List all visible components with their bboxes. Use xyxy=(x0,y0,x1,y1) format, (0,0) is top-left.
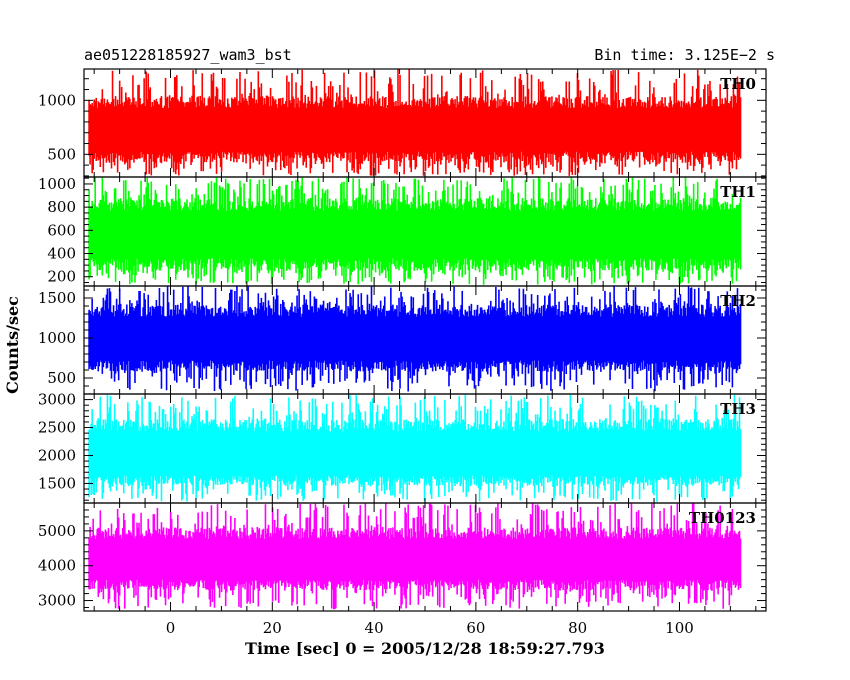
y-tick-label: 1000 xyxy=(38,329,76,347)
panel-label-th0: TH0 xyxy=(720,75,756,93)
panel-label-th2: TH2 xyxy=(720,292,756,310)
y-tick-label: 500 xyxy=(47,369,76,387)
panel-label-th3: TH3 xyxy=(720,400,756,418)
series-th3-core xyxy=(89,435,741,473)
y-tick-label: 1500 xyxy=(38,289,76,307)
x-axis: 0 20 40 60 80 100 xyxy=(166,619,694,637)
panel-th3: 1500 2000 2500 3000 TH3 xyxy=(38,391,767,504)
panel-th2: 500 1000 1500 TH2 xyxy=(38,285,767,395)
x-tick-label: 20 xyxy=(263,619,282,637)
series-th1-core xyxy=(89,214,741,255)
y-tick-label: 500 xyxy=(47,145,76,163)
y-tick-label: 2500 xyxy=(38,419,76,437)
x-axis-title: Time [sec] 0 = 2005/12/28 18:59:27.793 xyxy=(245,639,605,658)
y-tick-label: 4000 xyxy=(38,557,76,575)
y-tick-label: 800 xyxy=(47,198,76,216)
y-tick-label: 400 xyxy=(47,245,76,263)
y-tick-label: 5000 xyxy=(38,522,76,540)
y-tick-label: 3000 xyxy=(38,391,76,409)
y-tick-label: 3000 xyxy=(38,592,76,610)
y-tick-label: 1500 xyxy=(38,474,76,492)
x-tick-label: 60 xyxy=(466,619,485,637)
x-tick-label: 40 xyxy=(365,619,384,637)
x-tick-label: 100 xyxy=(665,619,694,637)
panel-label-th0123: TH0123 xyxy=(689,509,756,527)
observation-id: ae051228185927_wam3_bst xyxy=(84,46,292,64)
x-tick-label: 80 xyxy=(568,619,587,637)
series-th2-core xyxy=(89,320,741,358)
y-tick-label: 600 xyxy=(47,221,76,239)
panel-label-th1: TH1 xyxy=(720,183,756,201)
y-axis-title: Counts/sec xyxy=(3,296,22,394)
bin-time-label: Bin time: 3.125E−2 s xyxy=(594,46,775,64)
panel-th1: 200 400 600 800 1000 TH1 xyxy=(38,175,767,287)
panels: 500 1000 TH0 200 400 600 800 1000 TH1 500 1000 1500… xyxy=(38,68,767,612)
x-tick-label: 0 xyxy=(166,619,176,637)
y-tick-label: 2000 xyxy=(38,446,76,464)
y-tick-label: 1000 xyxy=(38,91,76,109)
series-th0-core xyxy=(89,111,741,149)
series-th0123-core xyxy=(89,542,741,577)
y-tick-label: 200 xyxy=(47,268,76,286)
panel-th0123: 3000 4000 5000 TH0123 xyxy=(38,502,767,612)
y-tick-label: 1000 xyxy=(38,175,76,193)
